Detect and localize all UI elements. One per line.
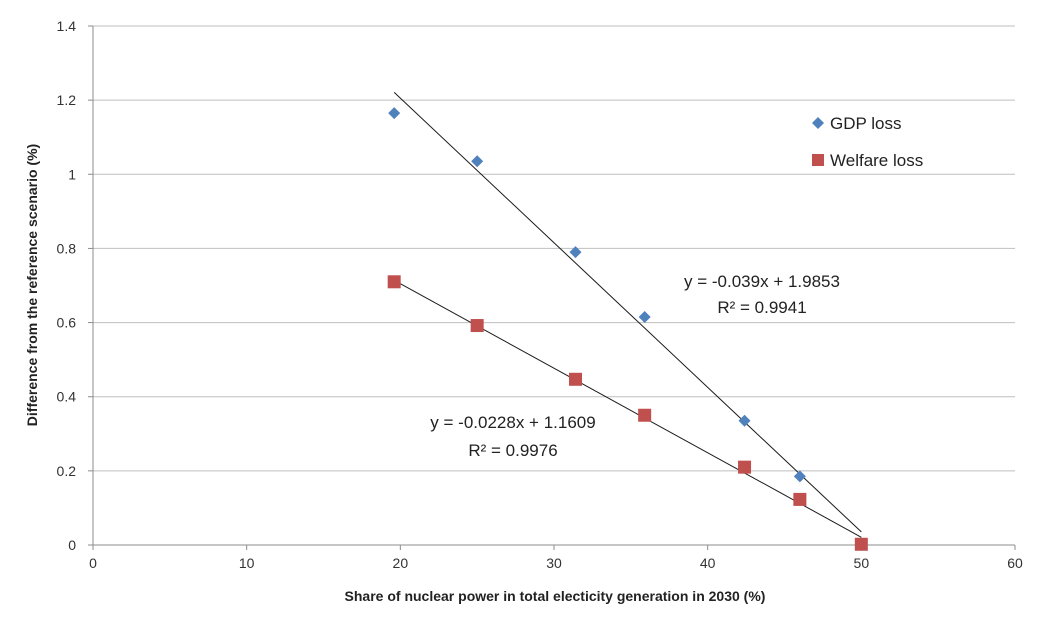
data-points: [387, 107, 868, 551]
x-tick-label-3: 30: [546, 555, 562, 571]
x-tick-label-5: 50: [854, 555, 870, 571]
legend-marker-welfare-loss: [812, 154, 824, 166]
y-tick-label-5: 1: [68, 166, 76, 182]
y-tick-label-4: 0.8: [57, 240, 77, 256]
point-welfare-loss-2: [569, 372, 583, 386]
point-welfare-loss-6: [854, 537, 868, 551]
legend-item-welfare-loss: Welfare loss: [812, 151, 923, 170]
legend-item-gdp-loss: GDP loss: [812, 114, 902, 133]
gdp-trend-r2: R² = 0.9941: [717, 298, 806, 317]
x-tick-label-1: 10: [239, 555, 255, 571]
point-gdp-loss-5: [793, 470, 806, 483]
y-tick-label-1: 0.2: [57, 463, 77, 479]
tick-labels: 0 0.2 0.4 0.6 0.8 1 1.2 1.4 0 10 20 30 40 50 60: [57, 18, 1023, 571]
legend-label-gdp-loss: GDP loss: [830, 114, 902, 133]
x-tick-label-0: 0: [89, 555, 97, 571]
point-welfare-loss-5: [793, 492, 807, 506]
x-axis-label: Share of nuclear power in total electici…: [345, 588, 766, 604]
welfare-trend-r2: R² = 0.9976: [468, 441, 557, 460]
grid-lines: [93, 25, 1015, 472]
y-tick-label-0: 0: [68, 537, 76, 553]
trendline-welfare-loss: [393, 279, 862, 538]
y-tick-label-3: 0.6: [57, 315, 77, 331]
x-tick-label-2: 20: [393, 555, 409, 571]
welfare-trend-equation: y = -0.0228x + 1.1609: [430, 413, 595, 432]
axes: [88, 25, 1016, 550]
point-welfare-loss-0: [387, 275, 401, 289]
point-welfare-loss-1: [470, 319, 484, 333]
point-gdp-loss-0: [388, 107, 401, 120]
y-tick-label-7: 1.4: [57, 18, 77, 34]
legend-label-welfare-loss: Welfare loss: [830, 151, 923, 170]
point-welfare-loss-4: [738, 460, 752, 474]
point-welfare-loss-3: [638, 408, 652, 422]
y-axis-label: Difference from the reference scenario (…: [24, 144, 40, 426]
x-tick-label-4: 40: [700, 555, 716, 571]
point-gdp-loss-1: [471, 155, 484, 168]
gdp-trend-equation: y = -0.039x + 1.9853: [684, 272, 840, 291]
y-tick-label-6: 1.2: [57, 92, 77, 108]
x-tick-label-6: 60: [1007, 555, 1023, 571]
legend-marker-gdp-loss: [812, 117, 824, 129]
y-tick-label-2: 0.4: [57, 389, 77, 405]
trendline-gdp-loss: [393, 92, 862, 533]
legend: GDP loss Welfare loss: [812, 114, 923, 170]
point-gdp-loss-3: [638, 311, 651, 324]
point-gdp-loss-2: [569, 246, 582, 259]
point-gdp-loss-4: [738, 414, 751, 427]
